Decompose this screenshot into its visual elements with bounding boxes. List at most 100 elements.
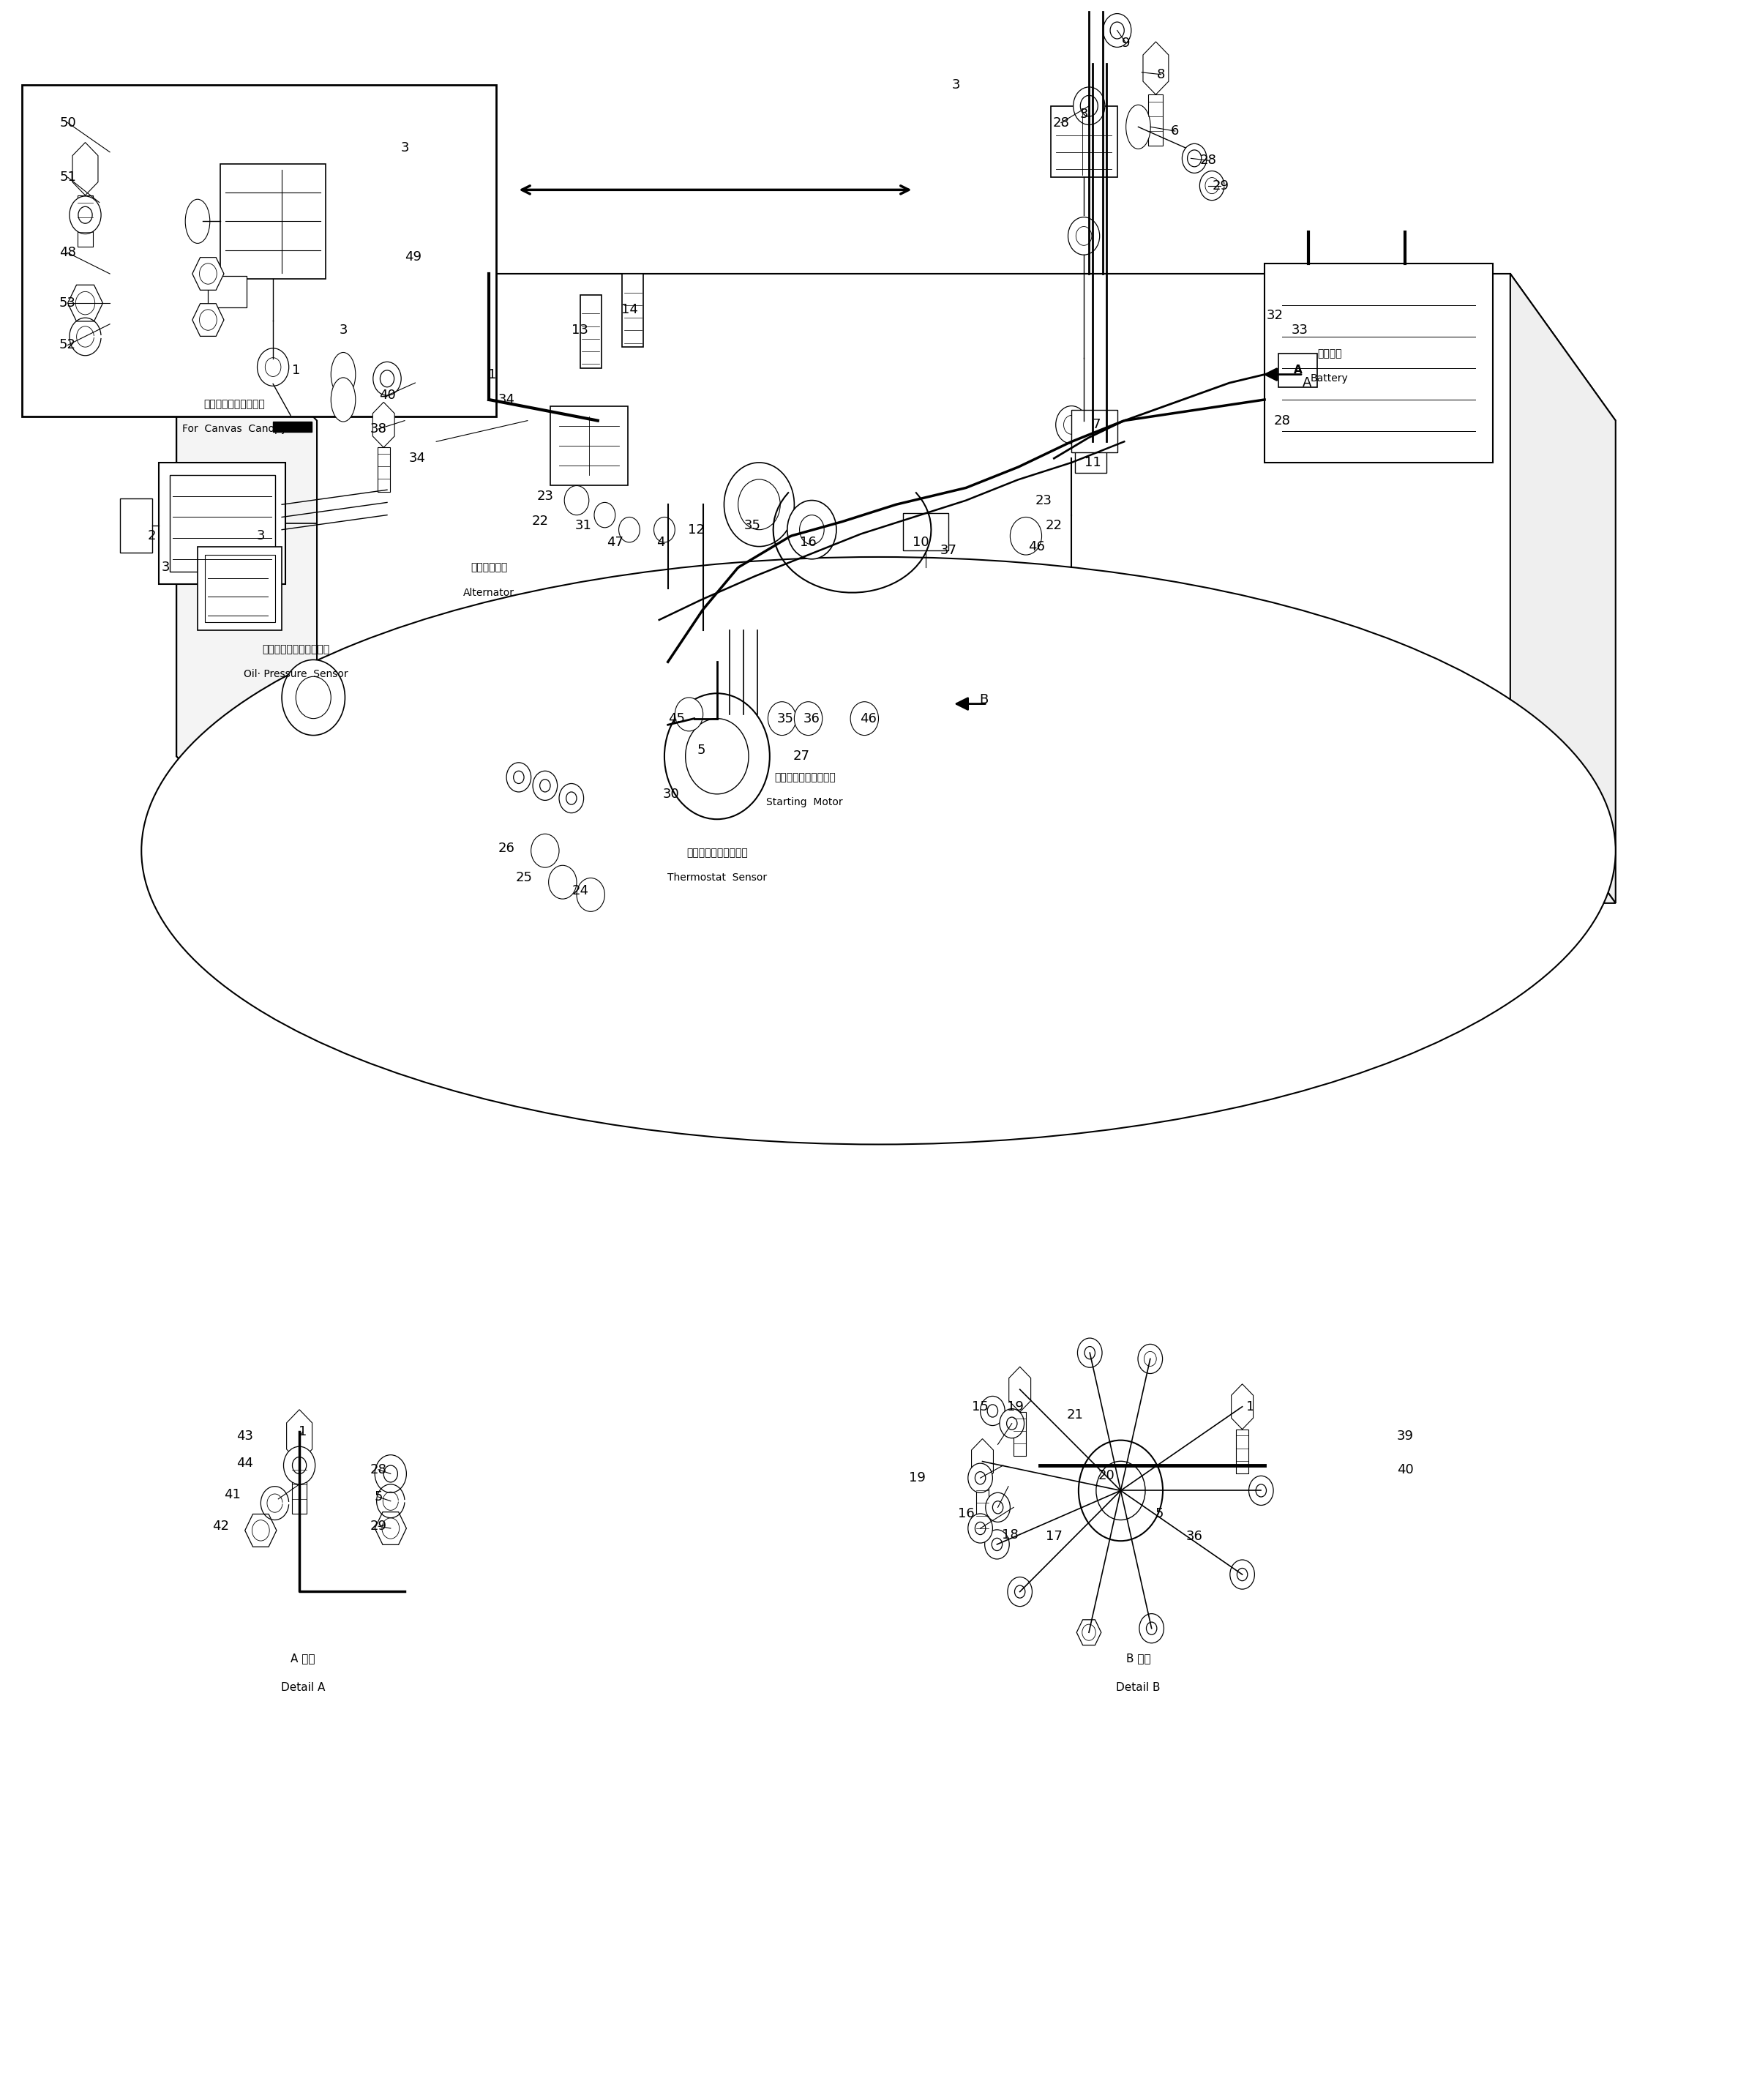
Text: 40: 40 <box>380 388 395 401</box>
Ellipse shape <box>184 200 209 244</box>
Bar <box>1072 410 1117 452</box>
Text: 35: 35 <box>777 712 794 724</box>
Text: 22: 22 <box>531 514 548 527</box>
Polygon shape <box>176 273 316 903</box>
Text: 37: 37 <box>940 544 958 557</box>
Text: 36: 36 <box>803 712 821 724</box>
Text: 14: 14 <box>620 302 638 315</box>
Text: 12: 12 <box>687 523 705 536</box>
Circle shape <box>532 771 557 800</box>
Circle shape <box>787 500 836 559</box>
Circle shape <box>1237 1569 1247 1581</box>
Circle shape <box>1139 1613 1163 1642</box>
Text: 3: 3 <box>952 78 959 92</box>
Text: 43: 43 <box>237 1430 253 1443</box>
Text: Thermostat  Sensor: Thermostat Sensor <box>668 874 766 884</box>
Bar <box>580 294 601 367</box>
Text: 3: 3 <box>401 141 409 155</box>
Bar <box>378 447 390 491</box>
Circle shape <box>283 1447 315 1485</box>
Circle shape <box>984 1529 1009 1558</box>
Text: 22: 22 <box>1045 519 1063 531</box>
Bar <box>23 84 495 416</box>
Circle shape <box>1077 1338 1102 1367</box>
Text: 42: 42 <box>213 1520 228 1533</box>
Circle shape <box>292 1457 306 1474</box>
Text: 3: 3 <box>162 561 170 573</box>
Circle shape <box>1230 1560 1254 1590</box>
Text: キャンバスキャノピ用: キャンバスキャノピ用 <box>204 399 265 410</box>
Text: 39: 39 <box>1397 1430 1413 1443</box>
Circle shape <box>1074 86 1105 124</box>
Circle shape <box>374 1455 406 1493</box>
Text: 29: 29 <box>371 1520 387 1533</box>
Text: 26: 26 <box>497 842 515 855</box>
Circle shape <box>1000 1409 1024 1438</box>
Text: 17: 17 <box>1045 1531 1063 1543</box>
Polygon shape <box>1077 1619 1102 1644</box>
Bar <box>550 405 627 485</box>
Circle shape <box>975 1472 986 1485</box>
Circle shape <box>199 309 216 330</box>
Circle shape <box>968 1464 993 1493</box>
Text: 44: 44 <box>237 1457 253 1470</box>
Text: Detail B: Detail B <box>1116 1682 1160 1693</box>
Polygon shape <box>286 1409 313 1462</box>
Text: 6: 6 <box>1170 124 1179 139</box>
Bar <box>220 164 325 279</box>
Text: 36: 36 <box>1186 1531 1204 1543</box>
Ellipse shape <box>141 557 1616 1144</box>
Circle shape <box>1063 416 1079 435</box>
Bar <box>903 512 949 550</box>
Circle shape <box>281 659 344 735</box>
Text: 48: 48 <box>60 246 76 260</box>
Text: 9: 9 <box>1121 36 1130 50</box>
Circle shape <box>980 1396 1005 1426</box>
Bar <box>1014 1411 1026 1455</box>
Polygon shape <box>1144 42 1168 94</box>
Bar <box>197 546 281 630</box>
Bar <box>1265 262 1493 462</box>
Bar <box>1075 447 1107 472</box>
Polygon shape <box>69 286 104 321</box>
Text: 19: 19 <box>1007 1401 1024 1413</box>
Text: 25: 25 <box>515 872 532 884</box>
Text: 10: 10 <box>912 536 929 548</box>
Circle shape <box>265 357 281 376</box>
Circle shape <box>986 1493 1010 1522</box>
Text: Detail A: Detail A <box>281 1682 325 1693</box>
Bar <box>1279 353 1318 386</box>
Text: 3: 3 <box>1079 107 1088 122</box>
Bar <box>1235 1430 1249 1474</box>
Circle shape <box>383 1466 397 1483</box>
Polygon shape <box>72 143 98 195</box>
Text: 41: 41 <box>225 1489 241 1502</box>
Bar <box>158 462 285 584</box>
Circle shape <box>1075 227 1091 246</box>
Text: 19: 19 <box>908 1472 926 1485</box>
Circle shape <box>513 771 524 783</box>
Text: 28: 28 <box>1274 414 1290 426</box>
Text: 5: 5 <box>698 743 706 756</box>
Circle shape <box>1144 1352 1156 1367</box>
Circle shape <box>559 783 583 813</box>
Bar <box>204 554 274 622</box>
Bar <box>1149 94 1163 147</box>
Circle shape <box>564 485 589 514</box>
Circle shape <box>531 834 559 867</box>
Circle shape <box>1082 1623 1096 1640</box>
Circle shape <box>372 361 401 395</box>
Circle shape <box>794 701 822 735</box>
Bar <box>977 1485 989 1529</box>
Circle shape <box>594 502 615 527</box>
Circle shape <box>1079 1441 1163 1541</box>
Circle shape <box>975 1522 986 1535</box>
Bar <box>169 475 274 571</box>
Circle shape <box>850 701 879 735</box>
Circle shape <box>1084 1346 1095 1359</box>
Circle shape <box>993 1502 1003 1514</box>
Circle shape <box>1249 1476 1274 1506</box>
Text: 13: 13 <box>571 323 589 336</box>
Circle shape <box>968 1514 993 1544</box>
Circle shape <box>539 779 550 792</box>
